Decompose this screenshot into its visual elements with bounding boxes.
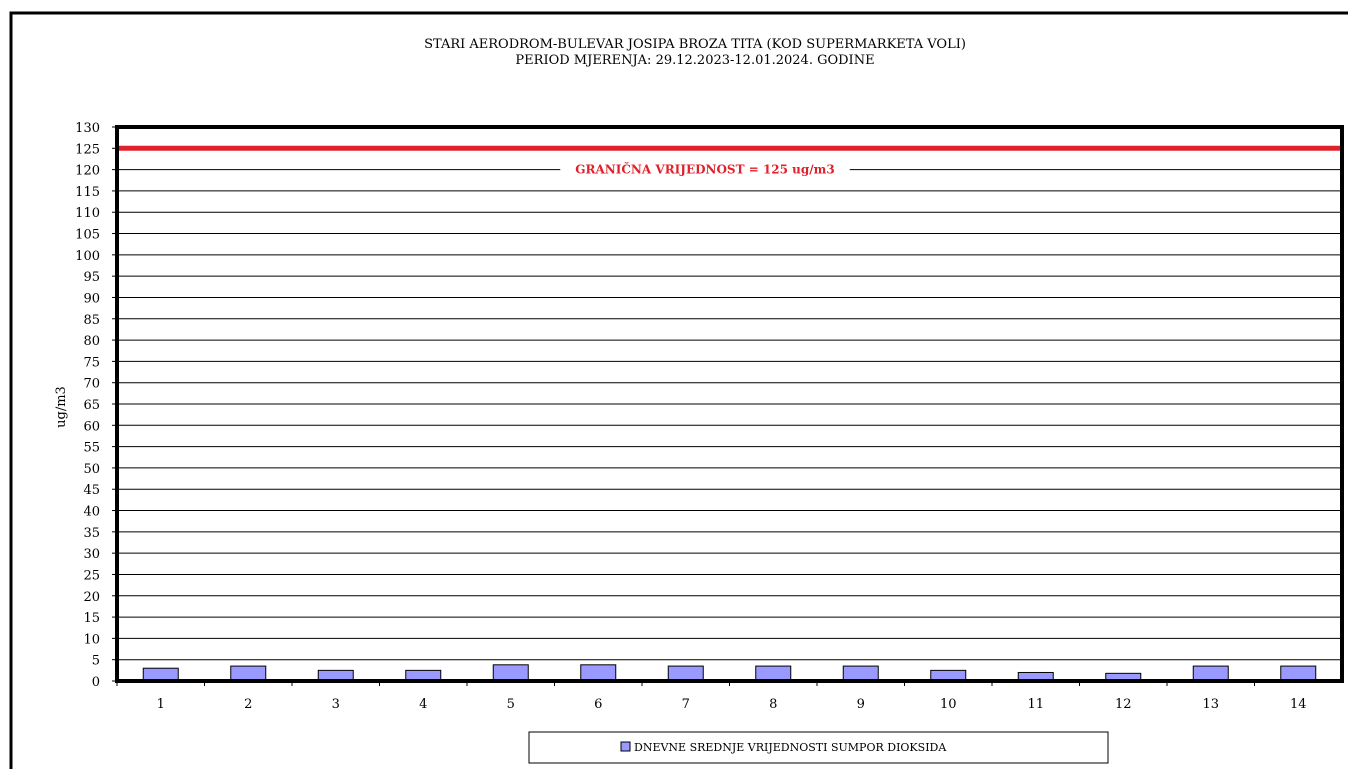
legend-label: DNEVNE SREDNJE VRIJEDNOSTI SUMPOR DIOKSI… bbox=[634, 741, 947, 754]
y-tick-label: 65 bbox=[83, 398, 100, 413]
x-tick-label: 2 bbox=[244, 697, 252, 712]
y-tick-label: 25 bbox=[83, 568, 100, 583]
y-tick-label: 75 bbox=[83, 355, 100, 370]
bar bbox=[231, 666, 266, 681]
x-tick-label: 4 bbox=[419, 697, 427, 712]
y-tick-label: 85 bbox=[83, 313, 100, 328]
x-tick-label: 12 bbox=[1115, 697, 1132, 712]
y-tick-label: 45 bbox=[83, 483, 100, 498]
y-tick-label: 105 bbox=[75, 228, 100, 243]
y-tick-label: 95 bbox=[83, 270, 100, 285]
y-axis-label: ug/m3 bbox=[54, 386, 69, 428]
y-tick-label: 5 bbox=[92, 654, 100, 669]
x-tick-label: 6 bbox=[594, 697, 602, 712]
limit-label: GRANIČNA VRIJEDNOST = 125 ug/m3 bbox=[575, 161, 834, 177]
y-tick-label: 115 bbox=[75, 185, 100, 200]
legend-swatch bbox=[621, 742, 630, 751]
y-tick-label: 15 bbox=[83, 611, 100, 626]
y-tick-label: 90 bbox=[83, 291, 100, 306]
y-tick-label: 70 bbox=[83, 377, 100, 392]
y-tick-label: 50 bbox=[83, 462, 100, 477]
y-tick-label: 10 bbox=[83, 632, 100, 647]
y-tick-label: 35 bbox=[83, 526, 100, 541]
bar bbox=[1193, 666, 1228, 681]
x-tick-label: 13 bbox=[1202, 697, 1219, 712]
bar bbox=[668, 666, 703, 681]
x-tick-label: 8 bbox=[769, 697, 777, 712]
x-tick-label: 7 bbox=[682, 697, 690, 712]
y-tick-label: 110 bbox=[75, 206, 100, 221]
y-tick-label: 55 bbox=[83, 441, 100, 456]
y-tick-label: 125 bbox=[75, 142, 100, 157]
y-tick-label: 30 bbox=[83, 547, 100, 562]
x-tick-label: 14 bbox=[1290, 697, 1307, 712]
y-tick-label: 100 bbox=[75, 249, 100, 264]
x-tick-label: 11 bbox=[1027, 697, 1044, 712]
y-tick-label: 20 bbox=[83, 590, 100, 605]
y-tick-label: 120 bbox=[75, 164, 100, 179]
y-tick-label: 130 bbox=[75, 121, 100, 136]
y-tick-label: 80 bbox=[83, 334, 100, 349]
x-tick-label: 9 bbox=[857, 697, 865, 712]
x-tick-label: 5 bbox=[507, 697, 515, 712]
x-tick-label: 1 bbox=[157, 697, 165, 712]
bar bbox=[843, 666, 878, 681]
y-tick-label: 0 bbox=[92, 675, 100, 690]
x-tick-label: 10 bbox=[940, 697, 957, 712]
bar bbox=[581, 665, 616, 681]
bar bbox=[493, 665, 528, 681]
chart-subtitle: PERIOD MJERENJA: 29.12.2023-12.01.2024. … bbox=[515, 53, 874, 68]
x-tick-label: 3 bbox=[332, 697, 340, 712]
bar bbox=[1281, 666, 1316, 681]
y-tick-label: 60 bbox=[83, 419, 100, 434]
y-tick-label: 40 bbox=[83, 505, 100, 520]
chart-title: STARI AERODROM-BULEVAR JOSIPA BROZA TITA… bbox=[424, 37, 966, 52]
legend: DNEVNE SREDNJE VRIJEDNOSTI SUMPOR DIOKSI… bbox=[529, 732, 1108, 763]
bar bbox=[756, 666, 791, 681]
